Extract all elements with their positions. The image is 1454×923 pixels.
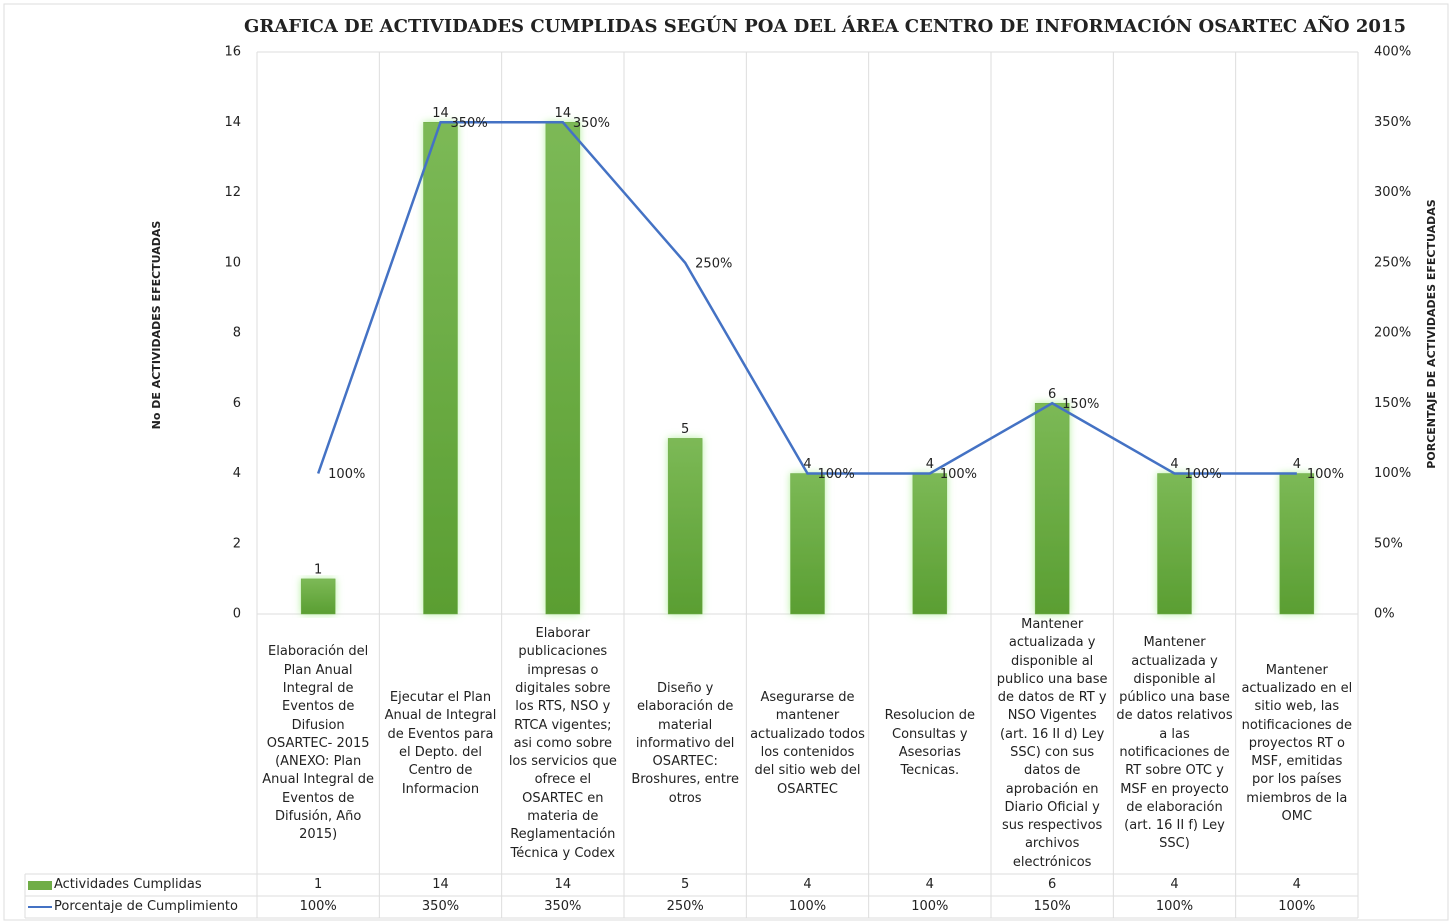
y-tick-label: 4 <box>233 466 241 481</box>
y2-tick-label: 200% <box>1374 326 1411 341</box>
category-label: Mantener actualizada y disponible al púb… <box>1116 635 1233 852</box>
y-tick-label: 2 <box>233 536 241 551</box>
line-value-label: 150% <box>1062 397 1099 412</box>
bar <box>300 578 336 615</box>
table-value: 250% <box>666 899 704 914</box>
bar-value-label: 14 <box>432 106 449 121</box>
table-value: 4 <box>1170 877 1179 892</box>
y2-tick-label: 350% <box>1374 115 1411 130</box>
bar-value-label: 5 <box>681 422 689 437</box>
category-label: Mantener actualizada y disponible al pub… <box>996 616 1108 870</box>
bar-value-label: 4 <box>803 457 811 472</box>
table-value: 150% <box>1033 899 1071 914</box>
line-value-label: 250% <box>695 256 732 271</box>
bar <box>912 473 948 615</box>
bar-value-label: 4 <box>926 457 934 472</box>
y-tick-label: 12 <box>224 185 241 200</box>
table-value: 4 <box>925 877 934 892</box>
legend-label: Actividades Cumplidas <box>54 877 202 892</box>
line-value-label: 350% <box>451 116 488 131</box>
y2-tick-label: 100% <box>1374 466 1411 481</box>
y-tick-label: 8 <box>233 326 241 341</box>
line-value-label: 100% <box>1185 467 1222 482</box>
legend-entry: Porcentaje de Cumplimiento <box>28 896 238 918</box>
table-value: 4 <box>803 877 812 892</box>
bar <box>1034 403 1070 615</box>
table-value: 100% <box>1278 899 1316 914</box>
line-value-label: 100% <box>940 467 977 482</box>
y2-tick-label: 50% <box>1374 536 1403 551</box>
table-value: 6 <box>1048 877 1057 892</box>
category-label: Elaborar publicaciones impresas o digita… <box>508 626 617 861</box>
bar <box>1279 473 1315 615</box>
y2-tick-label: 0% <box>1374 607 1395 622</box>
line <box>316 121 1297 475</box>
line-value-label: 100% <box>1307 467 1344 482</box>
chart-title: GRAFICA DE ACTIVIDADES CUMPLIDAS SEGÚN P… <box>244 14 1406 37</box>
category-label: Asegurarse de mantener actualizado todos… <box>750 690 865 797</box>
category-label: Elaboración del Plan Anual Integral de E… <box>262 644 375 843</box>
line-value-label: 350% <box>573 116 610 131</box>
y2-tick-label: 250% <box>1374 255 1411 270</box>
y2-tick-label: 150% <box>1374 396 1411 411</box>
y-tick-label: 0 <box>233 607 241 622</box>
table-value: 100% <box>299 899 337 914</box>
bar-value-label: 1 <box>314 562 322 577</box>
y-axis-title: No DE ACTIVIDADES EFECTUADAS <box>150 221 163 430</box>
bar <box>545 122 581 615</box>
table-value: 5 <box>681 877 690 892</box>
y-tick-label: 16 <box>224 45 241 60</box>
table-value: 4 <box>1292 877 1301 892</box>
bar-value-label: 4 <box>1293 457 1301 472</box>
table-value: 100% <box>911 899 949 914</box>
y-tick-label: 14 <box>224 115 241 130</box>
y2-tick-label: 400% <box>1374 45 1411 60</box>
bar <box>667 438 703 615</box>
table-value: 350% <box>421 899 460 914</box>
table-value: 100% <box>1155 899 1194 914</box>
bar-value-label: 14 <box>555 106 572 121</box>
table-value: 14 <box>432 877 449 892</box>
y2-axis-title: PORCENTAJE DE ACTIVIDADES EFECTUADAS <box>1425 199 1438 468</box>
table-value: 350% <box>544 899 582 914</box>
bar <box>423 122 458 615</box>
legend-entry: Actividades Cumplidas <box>28 874 202 896</box>
bar-value-label: 6 <box>1048 387 1056 402</box>
bar <box>790 473 825 615</box>
line-value-label: 100% <box>818 467 855 482</box>
table-value: 14 <box>554 877 572 892</box>
legend-label: Porcentaje de Cumplimiento <box>54 899 238 914</box>
y-tick-label: 6 <box>233 396 241 411</box>
table-value: 100% <box>788 899 827 914</box>
legend-swatch <box>28 880 52 890</box>
bar-value-label: 4 <box>1170 457 1178 472</box>
frame <box>3 3 1449 921</box>
y-tick-label: 10 <box>224 255 241 270</box>
category-label: Ejecutar el Plan Anual de Integral de Ev… <box>384 690 497 797</box>
line-value-label: 100% <box>328 467 365 482</box>
category-label: Diseño y elaboración de material informa… <box>631 680 739 806</box>
bar <box>1157 473 1192 615</box>
category-label: Resolucion de Consultas y Asesorias Tecn… <box>884 708 975 779</box>
table-value: 1 <box>314 877 323 892</box>
y2-tick-label: 300% <box>1374 185 1411 200</box>
category-label: Mantener actualizado en el sitio web, la… <box>1241 662 1353 825</box>
legend-swatch <box>28 906 52 908</box>
